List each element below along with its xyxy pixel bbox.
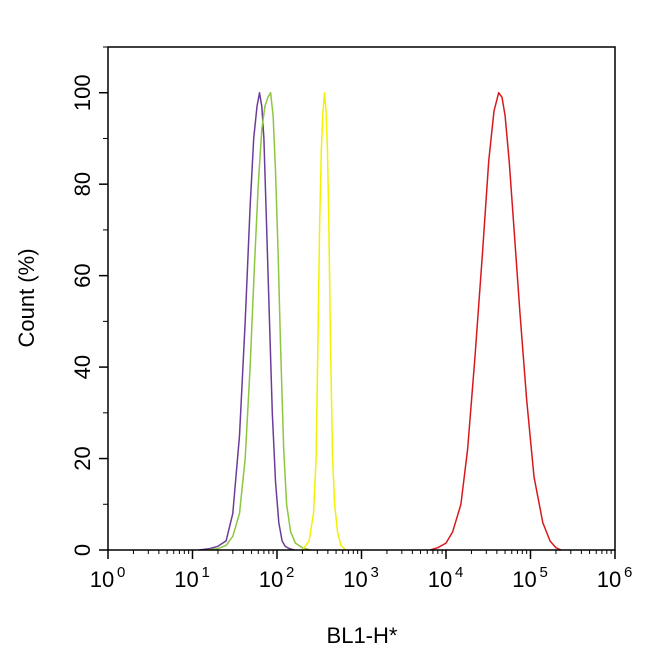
x-tick-base: 10 xyxy=(90,567,114,592)
series-line-4 xyxy=(429,91,562,551)
x-tick-label-5: 10 5 xyxy=(512,564,548,592)
y-tick-label: 20 xyxy=(70,446,95,470)
ticks-layer xyxy=(99,46,616,559)
x-tick-exponent: 6 xyxy=(624,564,632,581)
y-tick-label: 40 xyxy=(70,355,95,379)
y-axis-title: Count (%) xyxy=(14,248,39,347)
series-line-1 xyxy=(199,91,295,551)
plot-frame xyxy=(107,46,616,551)
x-tick-base: 10 xyxy=(174,567,198,592)
x-tick-label-3: 10 3 xyxy=(343,564,379,592)
x-tick-exponent: 5 xyxy=(540,564,548,581)
y-tick-label: 0 xyxy=(70,544,95,556)
x-tick-exponent: 2 xyxy=(286,564,294,581)
y-tick-label: 100 xyxy=(70,74,95,111)
x-tick-exponent: 4 xyxy=(455,564,463,581)
x-tick-base: 10 xyxy=(343,567,367,592)
x-tick-base: 10 xyxy=(259,567,283,592)
x-tick-exponent: 0 xyxy=(117,564,125,581)
series-layer xyxy=(199,91,562,551)
x-tick-label-0: 10 0 xyxy=(90,564,126,592)
x-tick-exponent: 3 xyxy=(371,564,379,581)
y-tick-label: 60 xyxy=(70,263,95,287)
x-tick-exponent: 1 xyxy=(202,564,210,581)
y-tick-label: 80 xyxy=(70,172,95,196)
x-tick-label-4: 10 4 xyxy=(428,564,464,592)
x-tick-base: 10 xyxy=(512,567,536,592)
series-line-2 xyxy=(207,91,311,551)
x-axis-title: BL1-H* xyxy=(327,623,398,648)
x-tick-base: 10 xyxy=(597,567,621,592)
x-tick-label-2: 10 2 xyxy=(259,564,295,592)
x-tick-label-6: 10 6 xyxy=(597,564,633,592)
x-tick-base: 10 xyxy=(428,567,452,592)
series-line-3 xyxy=(301,91,347,551)
x-tick-label-1: 10 1 xyxy=(174,564,210,592)
